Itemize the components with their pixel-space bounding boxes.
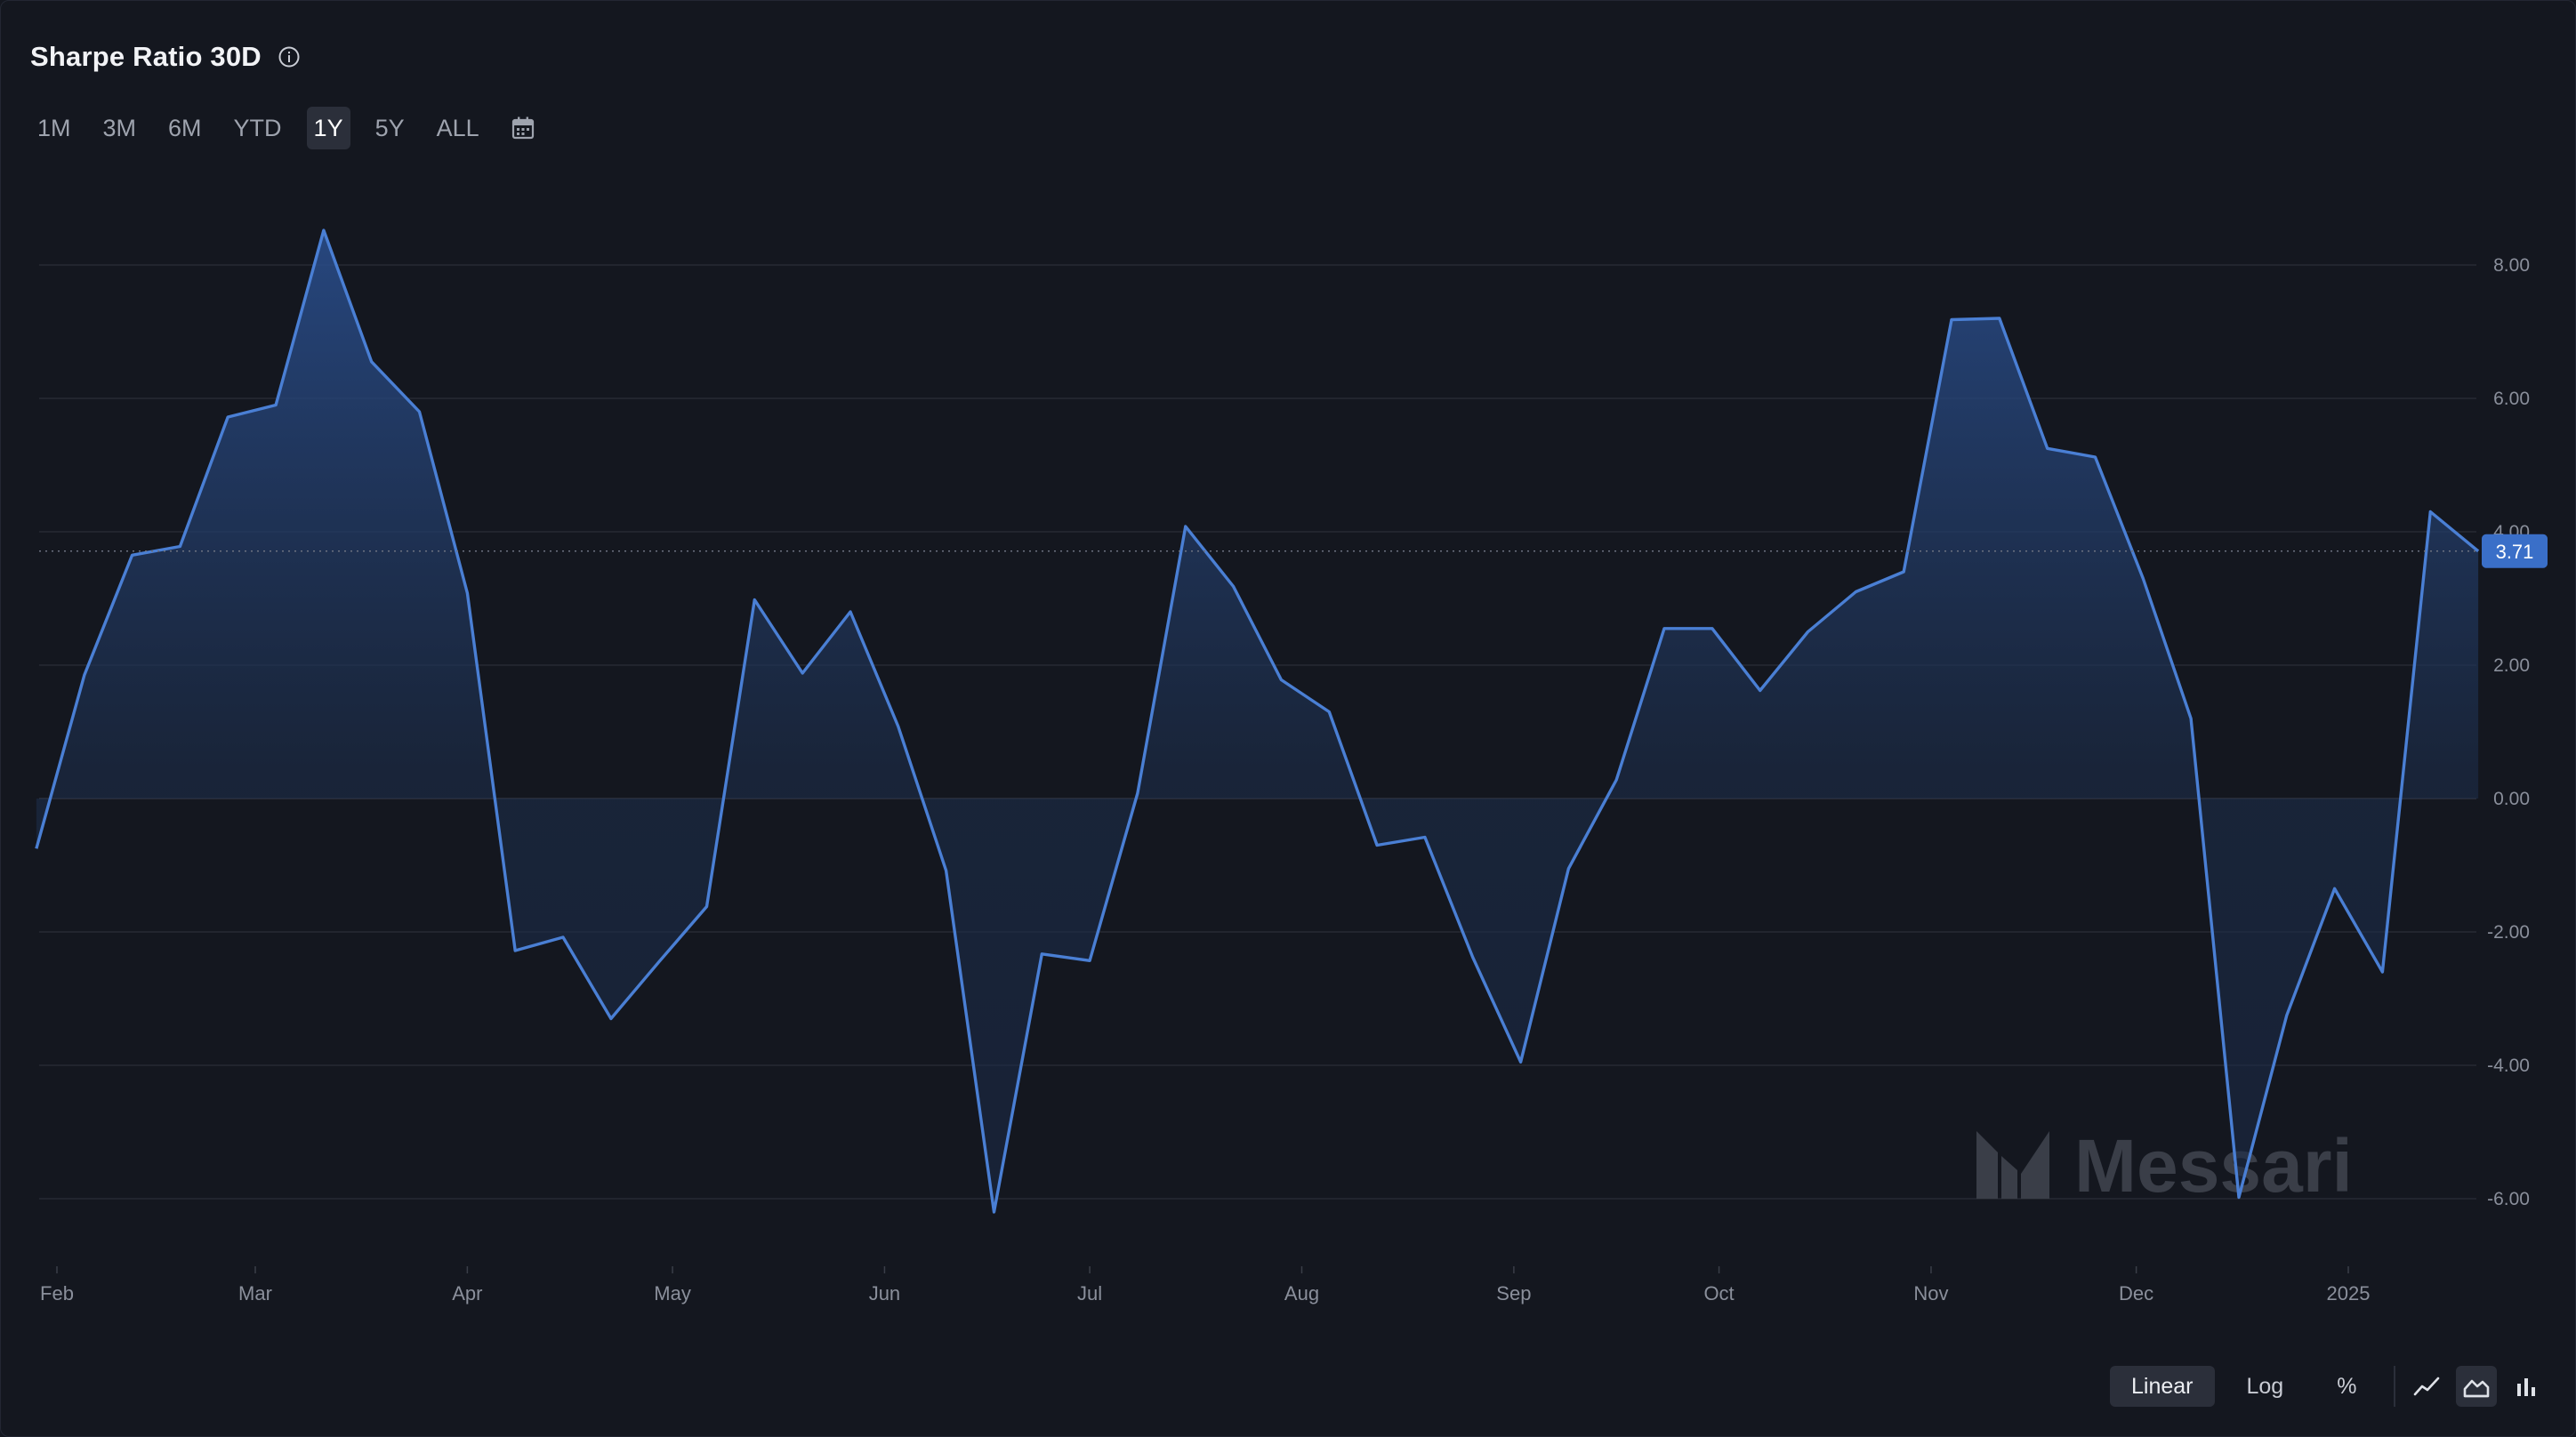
chart-header: Sharpe Ratio 30D — [30, 41, 301, 73]
x-tick-label: Mar — [238, 1282, 272, 1305]
x-tick-label: Oct — [1703, 1282, 1734, 1305]
current-value-badge — [2482, 534, 2548, 568]
watermark-text: Messari — [2074, 1124, 2353, 1208]
calendar-icon[interactable] — [510, 115, 536, 141]
x-tick-label: Apr — [452, 1282, 482, 1305]
series-layer — [35, 229, 2480, 1214]
x-tick-label: Nov — [1913, 1282, 1948, 1305]
y-tick-label: 0.00 — [2493, 789, 2530, 809]
x-tick-label: Aug — [1284, 1282, 1319, 1305]
x-axis: Feb Mar Apr May Jun Jul Aug Sep Oct Nov Dec 2025 — [40, 1266, 2370, 1305]
range-1y-button[interactable]: 1Y — [306, 107, 350, 149]
bar-chart-button[interactable] — [2506, 1366, 2547, 1407]
range-6m-button[interactable]: 6M — [168, 115, 202, 141]
page-title: Sharpe Ratio 30D — [30, 41, 262, 72]
y-tick-label: 8.00 — [2493, 255, 2530, 276]
series-area — [36, 230, 2479, 1212]
range-1m-button[interactable]: 1M — [37, 115, 71, 141]
y-tick-label: -4.00 — [2487, 1056, 2530, 1076]
y-tick-label: -6.00 — [2487, 1189, 2530, 1209]
x-tick-label: Dec — [2119, 1282, 2153, 1305]
area-chart-icon — [2464, 1379, 2490, 1398]
current-value-label: 3.71 — [2496, 541, 2534, 563]
current-value-marker: 3.71 — [39, 534, 2548, 568]
messari-logo-icon — [1976, 1131, 2049, 1199]
bar-chart-icon — [2517, 1378, 2536, 1396]
x-tick-label: Sep — [1496, 1282, 1531, 1305]
y-axis: 8.006.004.002.000.00-2.00-4.00-6.00 — [2487, 255, 2530, 1209]
scale-percent-button[interactable]: % — [2337, 1374, 2357, 1399]
y-tick-label: 6.00 — [2493, 389, 2530, 409]
chart-controls: Linear Log % — [2110, 1366, 2556, 1407]
x-tick-label: Feb — [40, 1282, 74, 1305]
x-tick-label: May — [654, 1282, 691, 1305]
y-tick-label: 2.00 — [2493, 655, 2530, 676]
x-tick-label: Jun — [869, 1282, 900, 1305]
range-all-button[interactable]: ALL — [436, 115, 479, 141]
scale-linear-button[interactable]: Linear — [2110, 1366, 2215, 1407]
line-chart-button[interactable] — [2406, 1366, 2447, 1407]
area-chart-button[interactable] — [2456, 1366, 2498, 1407]
line-chart-icon — [2414, 1377, 2440, 1396]
controls-divider — [2394, 1366, 2396, 1407]
time-range-selector: 1M 3M 6M YTD 1Y 5Y ALL — [30, 107, 536, 149]
info-icon[interactable] — [278, 45, 301, 68]
series-line[interactable] — [35, 229, 2480, 1214]
scale-log-button[interactable]: Log — [2246, 1374, 2284, 1399]
y-tick-label: -2.00 — [2487, 922, 2530, 943]
range-ytd-button[interactable]: YTD — [233, 115, 282, 141]
range-5y-button[interactable]: 5Y — [374, 115, 405, 141]
range-3m-button[interactable]: 3M — [102, 115, 137, 141]
x-tick-label: 2025 — [2327, 1282, 2371, 1305]
messari-watermark: Messari — [1976, 1124, 2353, 1208]
x-tick-label: Jul — [1077, 1282, 1102, 1305]
